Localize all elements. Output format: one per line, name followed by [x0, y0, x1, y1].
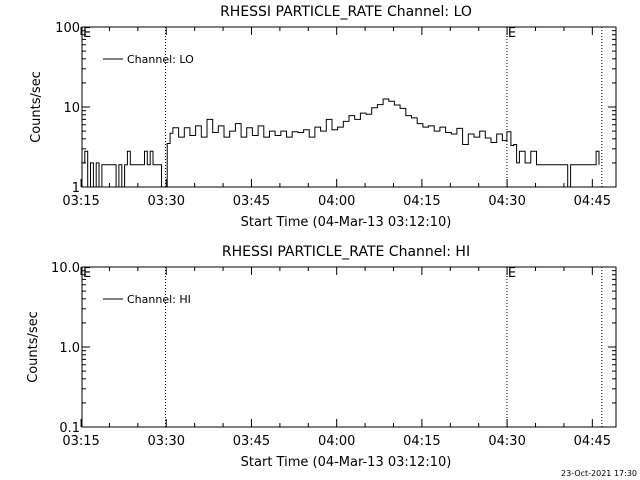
x-tick-label: 03:30	[148, 434, 185, 449]
y-tick-label: 10.0	[51, 261, 80, 276]
y-axis-label-hi: Counts/sec	[26, 311, 41, 383]
event-marker-label: E	[508, 266, 516, 281]
x-axis-label-lo: Start Time (04-Mar-13 03:12:10)	[241, 215, 452, 230]
x-tick-label: 04:45	[574, 434, 611, 449]
legend-label-hi: Channel: HI	[127, 293, 191, 306]
series-line-lo	[82, 98, 600, 188]
x-axis-label-hi: Start Time (04-Mar-13 03:12:10)	[241, 455, 452, 470]
x-tick-label: 03:15	[62, 194, 99, 209]
y-tick-label: 10	[63, 101, 80, 116]
x-tick-label: 03:45	[233, 434, 270, 449]
x-tick-label: 04:45	[574, 194, 611, 209]
chart-panel-hi: RHESSI PARTICLE_RATE Channel: HI Counts/…	[26, 244, 617, 470]
y-tick-label: 100	[55, 21, 80, 36]
x-tick-label: 04:00	[318, 434, 355, 449]
chart-panel-lo: RHESSI PARTICLE_RATE Channel: LO Counts/…	[29, 4, 617, 230]
chart-title-hi: RHESSI PARTICLE_RATE Channel: HI	[222, 244, 470, 260]
event-marker-label: E	[508, 26, 516, 41]
x-tick-label: 04:30	[488, 434, 525, 449]
axis-ticks-lo: 03:15 03:30 03:45 04:00 04:15 04:30 04:45 1 10 10…	[55, 21, 616, 209]
y-tick-label: 1.0	[59, 341, 80, 356]
event-marker-label: E	[83, 266, 91, 281]
x-tick-label: 03:45	[233, 194, 270, 209]
y-axis-label-lo: Counts/sec	[29, 71, 44, 143]
x-tick-label: 04:30	[488, 194, 525, 209]
y-tick-label: 0.1	[59, 421, 80, 436]
x-tick-label: 04:15	[403, 434, 440, 449]
y-tick-label: 1	[72, 181, 80, 196]
chart-title-lo: RHESSI PARTICLE_RATE Channel: LO	[220, 4, 472, 20]
footer-timestamp: 23-Oct-2021 17:30	[561, 469, 637, 478]
legend-label-lo: Channel: LO	[127, 53, 194, 66]
x-tick-label: 04:15	[403, 194, 440, 209]
plot-frame-lo	[81, 26, 617, 188]
plot-frame-hi	[81, 266, 617, 428]
x-tick-label: 03:30	[148, 194, 185, 209]
x-tick-label: 04:00	[318, 194, 355, 209]
event-marker-label: E	[83, 26, 91, 41]
axis-ticks-hi: 03:15 03:30 03:45 04:00 04:15 04:30 04:45 0.1 1.…	[51, 261, 616, 449]
x-tick-label: 03:15	[62, 434, 99, 449]
